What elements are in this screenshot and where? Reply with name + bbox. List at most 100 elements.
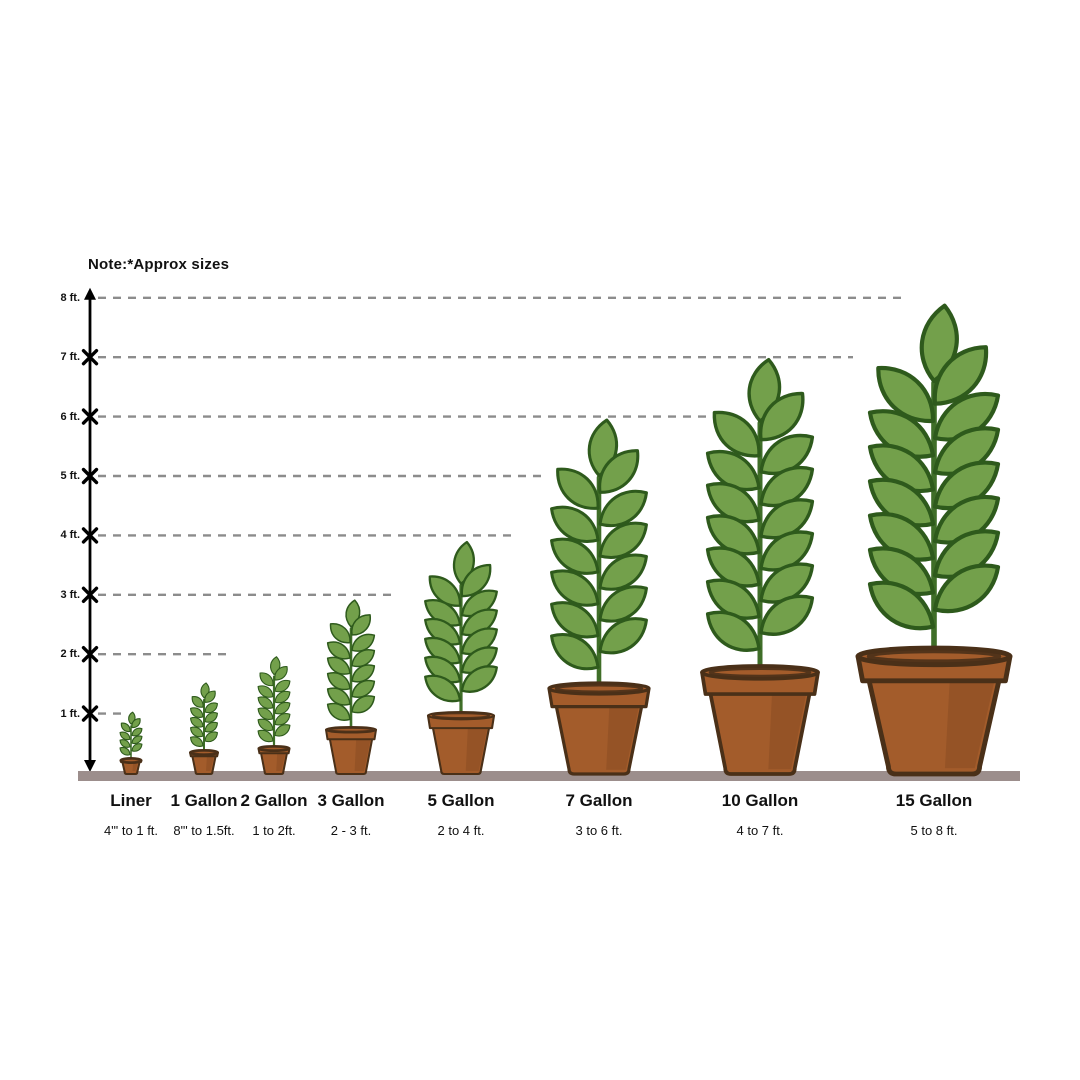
pot [700, 664, 820, 776]
axis-tick-label-5ft: 5 ft. [60, 470, 80, 482]
plant [867, 303, 1001, 659]
leaf [460, 563, 492, 598]
leaf [257, 729, 274, 743]
leaf [351, 695, 376, 714]
axis-tick-label-6ft: 6 ft. [60, 411, 80, 423]
plant [257, 656, 291, 756]
plant [326, 599, 376, 737]
pot-inner-ellipse [866, 649, 1002, 664]
leaf [119, 731, 131, 741]
leaf [257, 707, 274, 720]
leaf [204, 721, 218, 733]
leaf [550, 633, 600, 671]
pot-inner-ellipse [191, 750, 217, 755]
leaf [191, 696, 204, 708]
column-size-range: 2 to 4 ft. [437, 823, 485, 838]
column-label-3-gallon: 3 Gallon [317, 791, 385, 810]
leaf [556, 467, 600, 510]
leaf [274, 690, 291, 704]
axis-x-marker-7ft [81, 349, 99, 366]
axis-tick-label-1ft: 1 ft. [60, 708, 80, 720]
leaf [274, 713, 291, 726]
column-15-gallon [855, 303, 1013, 777]
column-size-range: 4"' to 1 ft. [103, 823, 159, 838]
note-text: Note:*Approx sizes [88, 256, 230, 273]
leaf [204, 731, 218, 743]
leaf [932, 345, 989, 406]
axis-x-marker-6ft [81, 408, 99, 425]
pot-shading [768, 694, 807, 770]
pot [547, 681, 651, 776]
leaf [257, 696, 274, 709]
leaf [326, 702, 351, 721]
leaf [131, 735, 143, 745]
column-size-range: 4 to 7 ft. [736, 823, 784, 838]
leaf [190, 717, 204, 728]
pot [119, 757, 143, 775]
axis-arrow-up-icon [84, 287, 96, 300]
column-2-gallon [257, 656, 291, 775]
plant [705, 357, 815, 677]
pot-inner-ellipse [121, 758, 141, 763]
leaf [758, 391, 805, 442]
pot [257, 745, 291, 775]
leaf [932, 563, 1001, 614]
pot-inner-ellipse [259, 746, 289, 751]
pot-shading [606, 706, 639, 770]
leaf [190, 736, 204, 747]
plant [550, 418, 648, 694]
column-label-2-gallon: 2 Gallon [240, 791, 308, 810]
pot-shading [132, 762, 139, 771]
pot-shading [206, 756, 215, 771]
leaf [598, 553, 648, 591]
column-liner [119, 711, 143, 775]
leaf [274, 679, 291, 693]
leaf [257, 718, 274, 732]
leaf [712, 410, 761, 458]
axis-arrow-down-icon [84, 760, 96, 772]
axis-x-marker-1ft [81, 705, 99, 722]
column-label-10-gallon: 10 Gallon [721, 791, 799, 810]
leaf [598, 489, 648, 527]
leaf [274, 666, 288, 681]
leaf [598, 585, 648, 623]
axis-tick-label-2ft: 2 ft. [60, 648, 80, 660]
leaf [598, 521, 648, 559]
pot-inner-ellipse [708, 667, 812, 678]
pot [325, 726, 377, 775]
leaf [204, 690, 216, 703]
leaf [204, 702, 218, 714]
leaf [329, 623, 351, 644]
pot-shading [354, 739, 371, 771]
column-3-gallon [325, 599, 377, 775]
axis-x-marker-2ft [81, 646, 99, 663]
axis-x-marker-3ft [81, 586, 99, 603]
plant [119, 711, 143, 767]
column-size-range: 2 - 3 ft. [330, 823, 372, 838]
column-1-gallon [189, 682, 219, 775]
column-size-range: 8"' to 1.5ft. [173, 823, 235, 838]
leaf [204, 712, 218, 723]
axis-x-marker-5ft [81, 467, 99, 485]
leaf [259, 672, 274, 687]
leaf [274, 724, 291, 737]
leaf [550, 569, 600, 607]
column-5-gallon [424, 540, 498, 776]
leaf [867, 580, 936, 631]
column-10-gallon [700, 357, 820, 776]
pot [855, 645, 1013, 777]
leaf [460, 665, 498, 693]
column-label-liner: Liner [110, 791, 152, 810]
leaf [550, 505, 600, 543]
axis-tick-label-8ft: 8 ft. [60, 292, 80, 304]
plant [190, 682, 218, 759]
column-label-1-gallon: 1 Gallon [170, 791, 238, 810]
column-label-15-gallon: 15 Gallon [895, 791, 973, 810]
pot-inner-ellipse [328, 727, 374, 733]
pot-shading [276, 753, 286, 771]
leaf [190, 726, 204, 738]
pot-shading [944, 680, 995, 769]
column-size-range: 3 to 6 ft. [575, 823, 623, 838]
